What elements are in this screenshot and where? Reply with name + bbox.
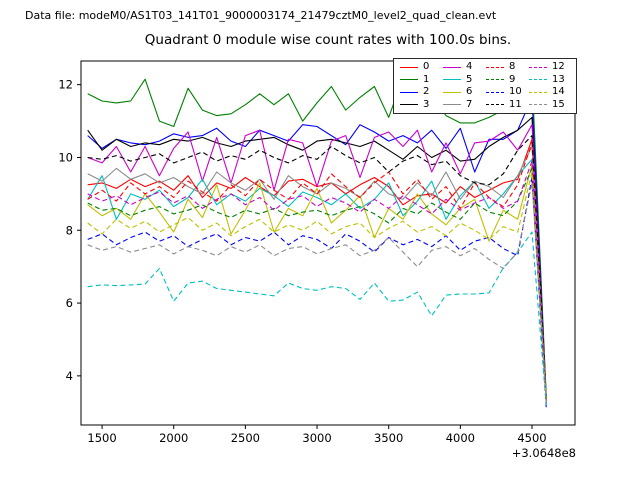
legend-line-sample bbox=[400, 91, 418, 93]
series-line-module-11 bbox=[87, 135, 547, 400]
legend-entry-module-11: 11 bbox=[486, 99, 529, 111]
legend-label: 14 bbox=[552, 86, 565, 98]
legend-entry-module-8: 8 bbox=[486, 61, 529, 73]
legend-entry-module-13: 13 bbox=[529, 74, 572, 86]
y-tick-label: 12 bbox=[58, 78, 73, 92]
series-line-module-14 bbox=[87, 171, 547, 402]
series-line-module-4 bbox=[87, 124, 547, 402]
legend-label: 11 bbox=[509, 98, 522, 110]
legend-entry-module-4: 4 bbox=[443, 61, 486, 73]
series-line-module-9 bbox=[87, 167, 547, 402]
legend-entry-module-3: 3 bbox=[400, 99, 443, 111]
axes-frame bbox=[80, 60, 576, 426]
legend-line-sample bbox=[529, 104, 547, 106]
legend-entry-module-5: 5 bbox=[443, 74, 486, 86]
legend-label: 8 bbox=[509, 61, 516, 73]
legend-entry-module-6: 6 bbox=[443, 86, 486, 98]
series-line-module-15 bbox=[87, 182, 547, 404]
legend-entry-module-7: 7 bbox=[443, 99, 486, 111]
legend-line-sample bbox=[400, 79, 418, 81]
legend-line-sample bbox=[486, 91, 504, 93]
legend-entry-module-1: 1 bbox=[400, 74, 443, 86]
legend-line-sample bbox=[529, 66, 547, 68]
legend-entry-module-9: 9 bbox=[486, 74, 529, 86]
legend: 0 1 2 3 4 5 6 7 8 9 10 11 12 13 14 15 bbox=[393, 58, 577, 114]
legend-line-sample bbox=[486, 104, 504, 106]
legend-entry-module-0: 0 bbox=[400, 61, 443, 73]
legend-label: 2 bbox=[423, 86, 430, 98]
plot-title: Quadrant 0 module wise count rates with … bbox=[144, 32, 512, 48]
legend-label: 13 bbox=[552, 73, 565, 85]
legend-entry-module-12: 12 bbox=[529, 61, 572, 73]
x-tick-label: 2500 bbox=[231, 431, 260, 445]
y-tick-label: 6 bbox=[66, 296, 73, 310]
legend-label: 15 bbox=[552, 98, 565, 110]
x-tick-label: 3000 bbox=[302, 431, 331, 445]
y-tick-label: 8 bbox=[66, 223, 73, 237]
legend-entry-module-10: 10 bbox=[486, 86, 529, 98]
x-tick-label: 2000 bbox=[159, 431, 188, 445]
legend-line-sample bbox=[443, 91, 461, 93]
legend-entry-module-14: 14 bbox=[529, 86, 572, 98]
legend-line-sample bbox=[443, 79, 461, 81]
legend-line-sample bbox=[443, 104, 461, 106]
legend-label: 5 bbox=[466, 73, 473, 85]
legend-entry-module-2: 2 bbox=[400, 86, 443, 98]
legend-line-sample bbox=[400, 66, 418, 68]
legend-entry-module-15: 15 bbox=[529, 99, 572, 111]
series-line-module-3 bbox=[87, 116, 547, 400]
legend-line-sample bbox=[486, 66, 504, 68]
series-line-module-6 bbox=[87, 164, 547, 400]
x-axis-offset-label: +3.0648e8 bbox=[511, 446, 576, 460]
series-line-module-7 bbox=[87, 145, 547, 398]
legend-label: 0 bbox=[423, 61, 430, 73]
series-line-module-13 bbox=[87, 231, 547, 406]
y-tick-label: 4 bbox=[66, 369, 73, 383]
legend-line-sample bbox=[400, 104, 418, 106]
legend-label: 4 bbox=[466, 61, 473, 73]
series-line-module-10 bbox=[87, 176, 547, 409]
y-tick-label: 10 bbox=[58, 150, 73, 164]
legend-line-sample bbox=[529, 91, 547, 93]
series-line-module-1 bbox=[87, 75, 547, 398]
x-tick-label: 4500 bbox=[517, 431, 546, 445]
legend-line-sample bbox=[486, 79, 504, 81]
x-tick-label: 1500 bbox=[87, 431, 116, 445]
legend-label: 9 bbox=[509, 73, 516, 85]
series-line-module-12 bbox=[87, 160, 547, 404]
legend-label: 6 bbox=[466, 86, 473, 98]
legend-label: 1 bbox=[423, 73, 430, 85]
legend-label: 7 bbox=[466, 98, 473, 110]
series-group bbox=[87, 75, 547, 409]
x-tick-label: 3500 bbox=[374, 431, 403, 445]
legend-label: 3 bbox=[423, 98, 430, 110]
legend-label: 12 bbox=[552, 61, 565, 73]
series-line-module-2 bbox=[87, 96, 547, 402]
x-tick-label: 4000 bbox=[446, 431, 475, 445]
datafile-header: Data file: modeM0/AS1T03_141T01_90000031… bbox=[25, 9, 497, 22]
legend-line-sample bbox=[443, 66, 461, 68]
legend-label: 10 bbox=[509, 86, 522, 98]
legend-line-sample bbox=[529, 79, 547, 81]
